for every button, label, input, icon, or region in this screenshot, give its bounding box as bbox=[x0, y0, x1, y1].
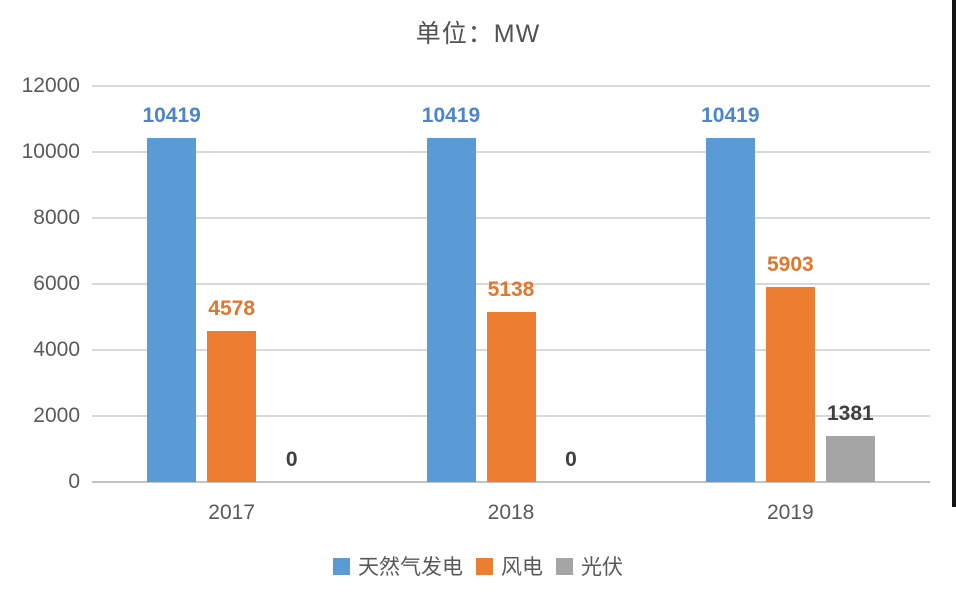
legend-label: 光伏 bbox=[581, 556, 623, 579]
y-axis-tick-label: 2000 bbox=[33, 404, 80, 427]
bar-wind-power-2018 bbox=[486, 312, 536, 482]
bar-natural-gas-power-2017 bbox=[147, 138, 197, 482]
legend-swatch-natural-gas-power bbox=[333, 557, 350, 575]
bar-wind-power-2017 bbox=[207, 330, 257, 482]
x-axis-category-label: 2019 bbox=[766, 501, 814, 524]
y-axis-tick-label: 10000 bbox=[21, 140, 80, 163]
bar-label-natural-gas-power-2017: 10419 bbox=[142, 104, 201, 128]
bar-label-wind-power-2018: 5138 bbox=[487, 278, 535, 302]
bar-label-wind-power-2019: 5903 bbox=[766, 253, 814, 277]
legend-swatch-solar-pv bbox=[556, 557, 573, 575]
bar-label-wind-power-2017: 4578 bbox=[208, 296, 256, 320]
plot-area: 10419 4578 0 10419 5138 0 10419 5903 1381 bbox=[92, 85, 930, 483]
bar-label-natural-gas-power-2018: 10419 bbox=[421, 104, 481, 128]
y-axis-tick-label: 6000 bbox=[33, 272, 80, 295]
y-axis-tick-label: 12000 bbox=[21, 74, 80, 97]
gridline bbox=[92, 283, 930, 285]
y-axis-tick-label: 0 bbox=[68, 470, 80, 493]
bar-label-solar-pv-2019: 1381 bbox=[826, 402, 874, 426]
bar-label-solar-pv-2018: 0 bbox=[565, 448, 577, 471]
image-edge-artifact bbox=[952, 0, 956, 507]
x-axis: 2017 2018 2019 bbox=[92, 501, 930, 531]
y-axis-tick-label: 4000 bbox=[33, 338, 80, 361]
legend: 天然气发电 风电 光伏 bbox=[0, 551, 956, 581]
bar-wind-power-2019 bbox=[765, 287, 815, 482]
x-axis-category-label: 2017 bbox=[208, 501, 256, 524]
chart-title: 单位：MW bbox=[415, 20, 541, 48]
bar-natural-gas-power-2018 bbox=[426, 138, 476, 482]
legend-label: 天然气发电 bbox=[358, 556, 463, 579]
bar-natural-gas-power-2019 bbox=[705, 138, 755, 482]
x-axis-line bbox=[92, 481, 930, 483]
legend-item-solar-pv: 光伏 bbox=[556, 551, 623, 581]
legend-label: 风电 bbox=[501, 556, 543, 579]
x-axis-category-label: 2018 bbox=[487, 501, 535, 524]
gridline bbox=[92, 85, 930, 87]
gridline bbox=[92, 217, 930, 219]
legend-swatch-wind-power bbox=[476, 557, 493, 575]
legend-item-natural-gas-power: 天然气发电 bbox=[333, 551, 463, 581]
bar-label-solar-pv-2017: 0 bbox=[285, 448, 298, 471]
legend-item-wind-power: 风电 bbox=[476, 551, 543, 581]
y-axis: 0 2000 4000 6000 8000 10000 12000 bbox=[0, 74, 80, 493]
bar-label-natural-gas-power-2019: 10419 bbox=[701, 104, 760, 128]
y-axis-tick-label: 8000 bbox=[33, 206, 80, 229]
bar-solar-pv-2019 bbox=[825, 436, 875, 482]
gridline bbox=[92, 151, 930, 153]
